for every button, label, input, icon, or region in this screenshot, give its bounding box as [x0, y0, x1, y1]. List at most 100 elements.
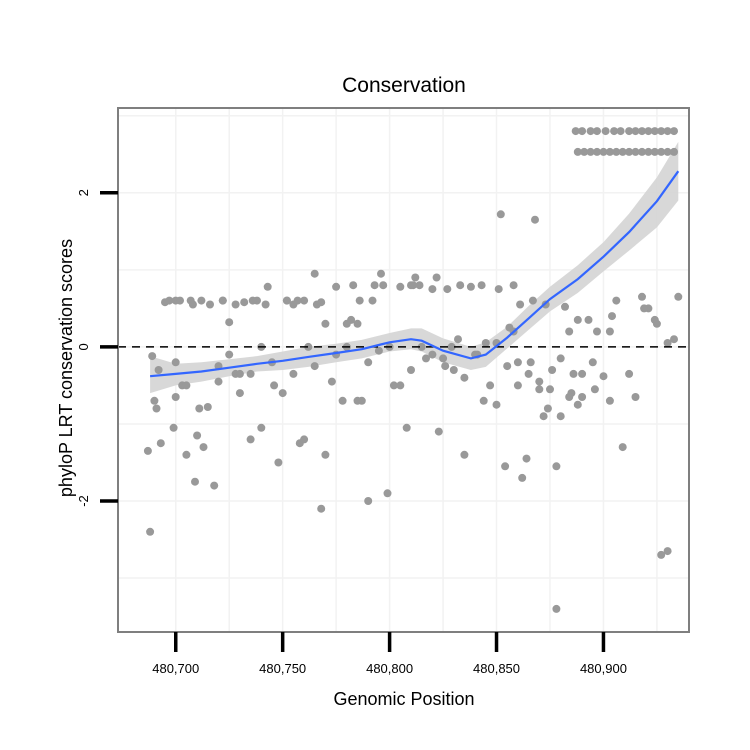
data-point [657, 147, 666, 156]
data-point [165, 296, 174, 305]
data-point [389, 381, 398, 390]
data-point [599, 147, 608, 156]
data-point [590, 385, 599, 394]
panel-border [117, 107, 690, 633]
data-point [312, 300, 321, 309]
data-point [561, 302, 569, 311]
x-tick-label: 480,700 [152, 661, 199, 676]
data-point [460, 450, 469, 459]
data-point [447, 342, 456, 351]
data-point [379, 281, 388, 290]
data-point [593, 147, 601, 156]
x-tick-label: 480,900 [580, 661, 627, 676]
data-point [143, 446, 152, 455]
data-point [374, 346, 383, 355]
data-point [355, 296, 364, 305]
data-point [332, 282, 341, 291]
data-point [657, 550, 666, 559]
data-point [193, 431, 202, 440]
data-point [605, 147, 614, 156]
data-point [248, 296, 257, 305]
data-point [182, 381, 191, 390]
x-axis: 480,700 480,750 480,800 480,850 480,900 [152, 632, 627, 676]
data-point [261, 300, 270, 309]
data-point [293, 296, 302, 305]
data-point [466, 282, 475, 291]
data-point [191, 477, 199, 486]
x-tick-label: 480,750 [259, 661, 306, 676]
data-point [578, 369, 587, 378]
data-point [670, 335, 678, 344]
data-point [578, 393, 587, 401]
data-point [479, 396, 488, 405]
data-point [246, 369, 255, 378]
data-point [321, 450, 330, 459]
x-axis-title: Genomic Position [333, 689, 474, 709]
data-point [552, 462, 561, 471]
data-point [509, 281, 518, 290]
data-point [402, 423, 411, 432]
data-point [304, 342, 313, 351]
data-point [310, 269, 319, 278]
data-point [486, 381, 495, 390]
data-point [663, 339, 672, 347]
data-point [548, 366, 557, 374]
data-point [422, 354, 430, 363]
data-point [289, 369, 298, 378]
data-point [650, 127, 659, 136]
data-point [625, 369, 634, 378]
data-point [608, 312, 616, 321]
data-point [263, 282, 272, 291]
data-point [640, 304, 649, 313]
data-point [618, 443, 627, 452]
data-point [338, 396, 347, 405]
data-point [176, 296, 184, 305]
data-point [169, 423, 178, 432]
data-point [644, 127, 653, 136]
data-point [618, 147, 627, 156]
data-point [625, 127, 634, 136]
data-point [492, 400, 501, 409]
data-point [526, 358, 535, 367]
data-point [674, 292, 683, 301]
data-point [588, 358, 597, 367]
data-point [605, 396, 614, 405]
y-axis: -2 0 2 [76, 189, 118, 507]
data-point [539, 412, 548, 421]
data-point [631, 147, 640, 156]
data-point [456, 281, 465, 290]
data-point [182, 450, 191, 459]
confidence-ribbon [150, 141, 679, 394]
data-point [203, 403, 212, 411]
data-point [593, 327, 601, 336]
data-point [586, 127, 595, 136]
data-point [571, 127, 580, 136]
data-point [670, 127, 678, 136]
data-point [535, 385, 544, 394]
data-point [225, 318, 234, 327]
data-point [638, 292, 646, 301]
y-tick-label: 0 [76, 343, 91, 350]
data-point [569, 369, 578, 378]
data-point [156, 439, 165, 448]
y-tick-label: 2 [76, 189, 91, 196]
data-point [347, 315, 356, 324]
data-point [210, 481, 219, 490]
data-point [573, 147, 582, 156]
data-point [282, 296, 291, 305]
data-point [439, 354, 448, 363]
data-point [415, 281, 424, 290]
data-point [644, 147, 653, 156]
data-point [240, 298, 249, 307]
data-point [310, 362, 319, 371]
data-point [396, 381, 405, 390]
data-point [513, 358, 522, 367]
data-point [578, 127, 587, 136]
data-point [441, 362, 450, 371]
data-point [546, 385, 554, 394]
data-point [146, 527, 155, 536]
data-point [206, 300, 214, 309]
data-point [327, 377, 336, 386]
data-point [531, 215, 539, 224]
data-point [434, 427, 443, 436]
